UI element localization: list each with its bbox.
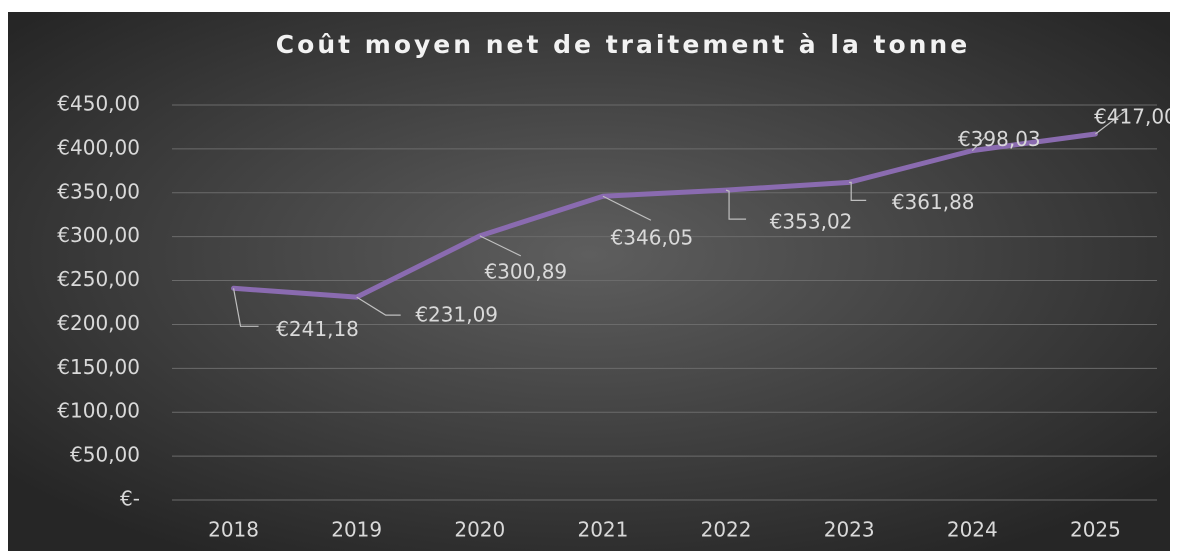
x-tick-label: 2024 — [947, 518, 998, 542]
y-tick-label: €100,00 — [57, 399, 140, 423]
x-tick-label: 2021 — [577, 518, 628, 542]
data-label: €231,09 — [415, 303, 498, 327]
data-label: €417,00 — [1094, 104, 1177, 128]
data-label: €300,89 — [484, 259, 567, 283]
y-tick-label: €50,00 — [70, 443, 140, 467]
leader-line — [971, 135, 987, 152]
data-label: €346,05 — [611, 226, 694, 250]
x-tick-label: 2019 — [331, 518, 382, 542]
leader-line — [725, 189, 747, 220]
x-tick-label: 2022 — [701, 518, 752, 542]
leader-line — [479, 235, 522, 257]
y-tick-label: €150,00 — [57, 355, 140, 379]
y-tick-label: €- — [120, 487, 140, 511]
chart-title: Coût moyen net de traitement à la tonne — [276, 30, 970, 59]
leader-line — [849, 181, 867, 201]
y-tick-label: €400,00 — [57, 135, 140, 159]
data-label: €398,03 — [958, 127, 1041, 151]
y-tick-label: €250,00 — [57, 267, 140, 291]
leader-line — [232, 288, 259, 327]
x-tick-label: 2020 — [454, 518, 505, 542]
leader-line — [602, 195, 652, 221]
data-label: €353,02 — [770, 210, 853, 234]
leader-line — [1095, 110, 1126, 135]
leader-line — [356, 296, 401, 316]
data-label: €241,18 — [276, 317, 359, 341]
y-tick-label: €350,00 — [57, 179, 140, 203]
series-line — [231, 131, 1098, 300]
plot: Coût moyen net de traitement à la tonne … — [57, 30, 1177, 542]
data-label: €361,88 — [892, 190, 975, 214]
x-tick-label: 2025 — [1070, 518, 1121, 542]
y-tick-label: €300,00 — [57, 223, 140, 247]
y-tick-label: €450,00 — [57, 92, 140, 116]
x-tick-label: 2018 — [208, 518, 259, 542]
x-tick-label: 2023 — [824, 518, 875, 542]
chart-background — [8, 12, 1170, 551]
y-tick-label: €200,00 — [57, 311, 140, 335]
